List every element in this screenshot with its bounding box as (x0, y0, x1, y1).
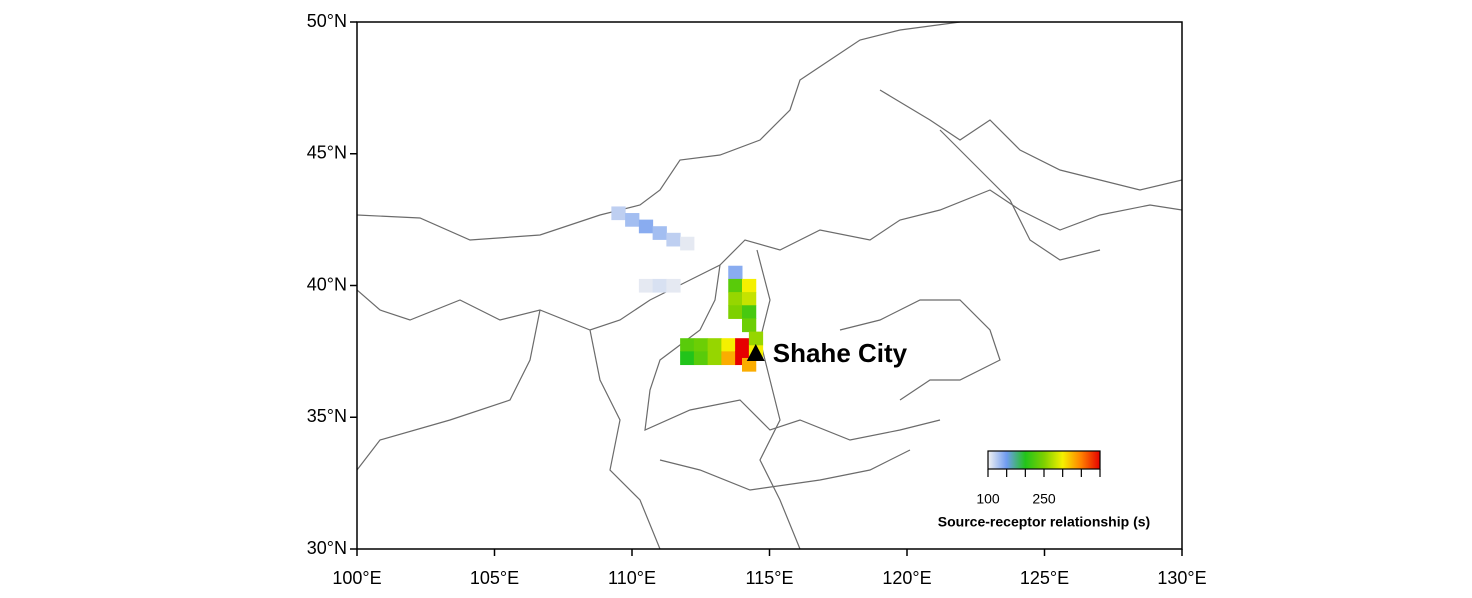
province-border (357, 309, 541, 471)
colorbar-tick-label: 100 (976, 491, 1000, 507)
heat-cell (735, 338, 750, 352)
heat-cell (611, 206, 626, 221)
heat-cell (728, 292, 743, 306)
heat-cell (721, 351, 736, 366)
heat-cell (728, 265, 743, 280)
heat-cell (728, 305, 743, 319)
site-marker (746, 344, 765, 362)
heat-cell (638, 219, 654, 234)
colorbar-title: Source-receptor relationship (s) (938, 514, 1150, 530)
heat-cell (742, 305, 757, 319)
y-tick-label: 45°N (307, 143, 347, 163)
boundaries (357, 22, 1182, 549)
heat-cell (680, 351, 695, 366)
heat-cell (680, 338, 695, 352)
x-tick-label: 125°E (1020, 568, 1069, 588)
x-tick-label: 130°E (1157, 568, 1206, 588)
x-tick-label: 110°E (608, 568, 656, 588)
colorbar-tick-label: 250 (1032, 491, 1056, 507)
heat-cell (707, 338, 722, 352)
province-border (589, 329, 661, 549)
country-border (879, 89, 1182, 191)
heat-cell (666, 232, 681, 247)
x-tick-label: 100°E (332, 568, 381, 588)
heat-cell (666, 278, 681, 293)
province-border (644, 264, 941, 441)
heat-cell (707, 351, 722, 366)
province-border (839, 299, 1001, 401)
heat-cell (680, 236, 695, 251)
province-border (939, 129, 1101, 261)
country-border (357, 22, 961, 241)
heat-cell (652, 226, 667, 240)
heat-cell (742, 318, 757, 333)
y-tick-label: 30°N (307, 538, 347, 558)
x-tick-label: 120°E (882, 568, 931, 588)
province-border (756, 249, 801, 549)
y-tick-label: 40°N (307, 274, 347, 294)
heat-cell (742, 278, 757, 293)
heat-cell (638, 278, 654, 293)
colorbar (987, 450, 1101, 470)
site-label: Shahe City (773, 338, 908, 368)
plot-frame (356, 21, 1183, 550)
heat-cell (742, 292, 757, 306)
heat-cell (748, 331, 764, 346)
heat-cell (721, 338, 736, 352)
heat-cell (728, 278, 743, 293)
heat-cell (742, 357, 757, 372)
x-tick-label: 105°E (470, 568, 519, 588)
heat-cell (652, 278, 667, 293)
province-border (357, 189, 1182, 331)
heat-cells (611, 206, 764, 372)
y-tick-label: 50°N (307, 11, 347, 31)
province-border (659, 449, 911, 491)
heat-cell (693, 338, 709, 352)
heat-cell (693, 351, 709, 366)
y-tick-label: 35°N (307, 406, 347, 426)
x-tick-label: 115°E (746, 568, 794, 588)
heat-cell (625, 213, 640, 227)
